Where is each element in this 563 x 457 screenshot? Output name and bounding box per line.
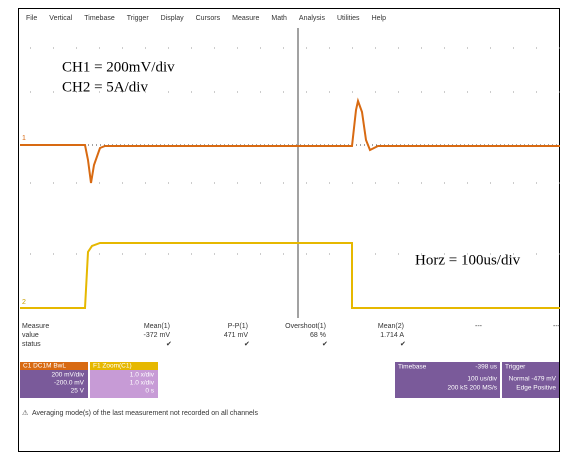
- channel-line: -200.0 mV: [54, 380, 85, 387]
- timebase-line: 100 us/div: [467, 376, 497, 383]
- trigger-line: Normal -479 mV: [509, 376, 557, 383]
- channel-line: 1.0 x/div: [130, 372, 155, 379]
- channel-title: F1 Zoom(C1): [93, 363, 132, 370]
- column-name: ---: [475, 323, 483, 330]
- status-check: ✔: [166, 341, 172, 348]
- menu-item[interactable]: Help: [372, 15, 387, 22]
- column-value: -372 mV: [144, 332, 171, 339]
- menu-item[interactable]: File: [26, 15, 37, 22]
- status-check: ✔: [400, 341, 406, 348]
- menu-item[interactable]: Timebase: [84, 15, 115, 22]
- channel-line: 0 s: [145, 388, 154, 395]
- menu-item[interactable]: Analysis: [299, 15, 326, 22]
- annotation: Horz = 100us/div: [415, 252, 521, 268]
- channel-line: 25 V: [71, 388, 85, 395]
- menu-item[interactable]: Math: [271, 15, 287, 22]
- status-check: ✔: [244, 341, 250, 348]
- column-name: ---: [553, 323, 561, 330]
- column-value: 471 mV: [224, 332, 248, 339]
- annotation: CH1 = 200mV/div: [62, 59, 175, 75]
- menu-item[interactable]: Trigger: [127, 15, 150, 22]
- column-name: Mean(1): [144, 323, 170, 330]
- ch2-marker: 2: [22, 299, 26, 306]
- trigger-title: Trigger: [505, 364, 526, 371]
- column-name: Mean(2): [378, 323, 404, 330]
- menu-item[interactable]: Vertical: [49, 15, 72, 22]
- status-check: ✔: [322, 341, 328, 348]
- scope-screen: File Vertical Timebase Trigger Display Cursor…: [0, 0, 563, 452]
- row-label: value: [22, 332, 39, 339]
- menu-item[interactable]: Measure: [232, 15, 259, 22]
- warning: Averaging mode(s) of the last measuremen…: [32, 410, 258, 417]
- timebase-title: Timebase: [398, 364, 427, 371]
- ch1-marker: 1: [22, 135, 26, 142]
- trigger-line: Edge Positive: [516, 385, 556, 392]
- menu-item[interactable]: Cursors: [196, 15, 221, 22]
- annotation: CH2 = 5A/div: [62, 79, 148, 95]
- row-label: Measure: [22, 323, 49, 330]
- menu-item[interactable]: Utilities: [337, 15, 360, 22]
- channel-line: 1.0 x/div: [130, 380, 155, 387]
- timebase-line: 200 kS 200 MS/s: [448, 385, 498, 392]
- column-value: 1.714 A: [380, 332, 404, 339]
- column-name: P-P(1): [228, 323, 248, 330]
- row-label: status: [22, 341, 41, 348]
- column-value: 68 %: [310, 332, 326, 339]
- column-name: Overshoot(1): [285, 323, 326, 330]
- menu-item[interactable]: Display: [161, 15, 184, 22]
- channel-title: C1 DC1M BwL: [23, 363, 66, 370]
- warning-icon: ⚠: [22, 409, 28, 417]
- timebase-value: -398 us: [475, 364, 497, 371]
- channel-line: 200 mV/div: [51, 372, 84, 379]
